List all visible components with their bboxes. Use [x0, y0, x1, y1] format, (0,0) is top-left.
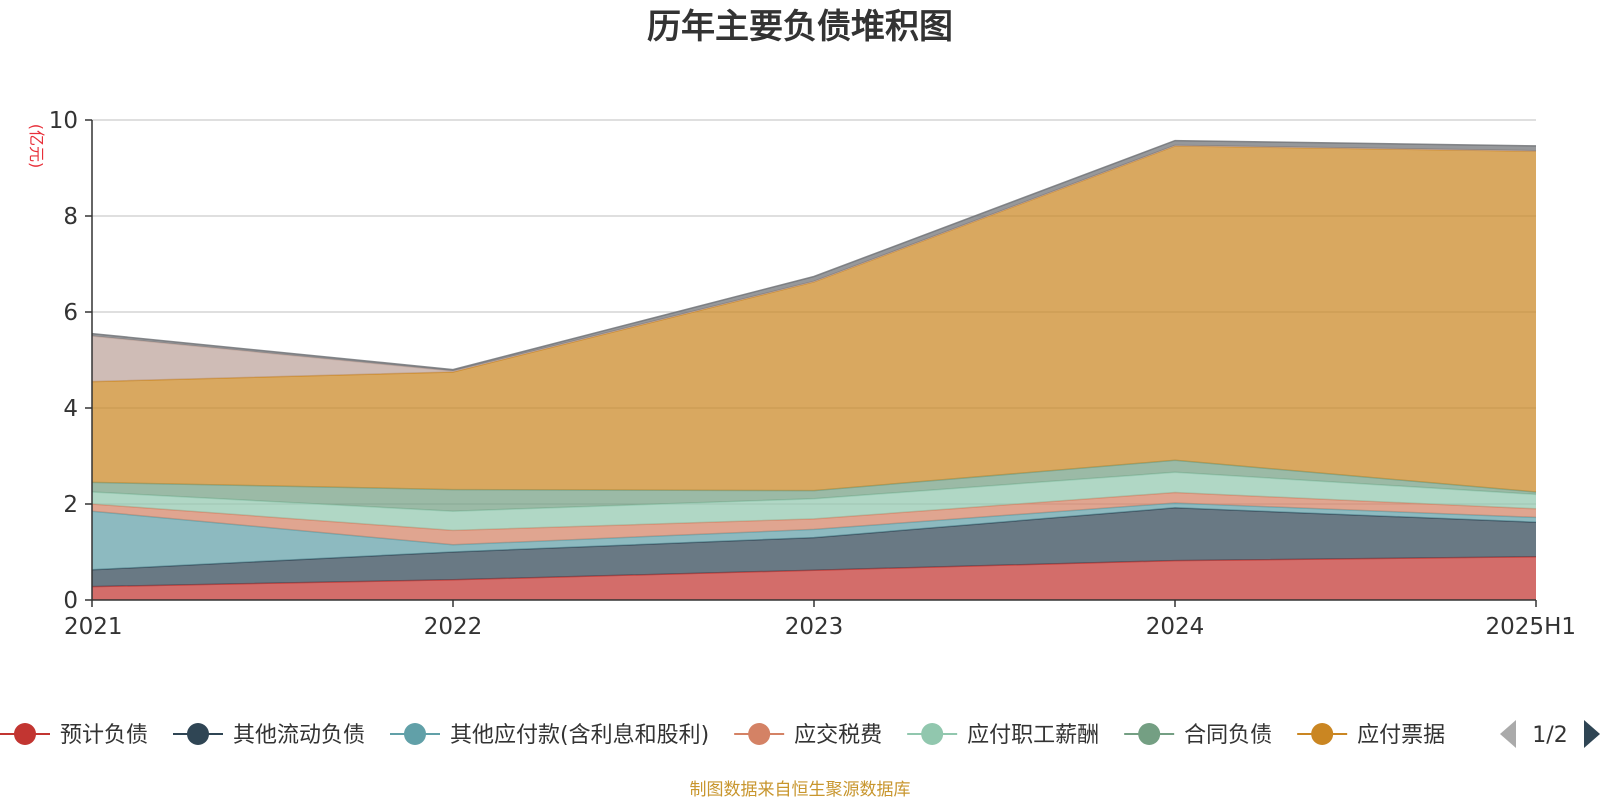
area-series-2: [92, 503, 1536, 570]
legend-label: 其他流动负债: [233, 723, 365, 748]
legend-pager: 1/2: [1500, 720, 1600, 748]
y-axis-unit: (亿元): [27, 124, 46, 169]
chart-title: 历年主要负债堆积图: [647, 7, 953, 47]
legend-marker-icon: [1311, 723, 1334, 745]
legend-marker-icon: [14, 723, 36, 745]
y-tick-label: 0: [63, 588, 78, 614]
legend-item[interactable]: 应交税费: [734, 723, 882, 748]
area-series-5: [92, 460, 1536, 512]
legend-marker-icon: [748, 723, 771, 745]
legend-item[interactable]: 其他流动负债: [173, 723, 365, 748]
area-series-0: [92, 556, 1536, 600]
legend-item[interactable]: 其他应付款(含利息和股利): [390, 723, 709, 748]
legend-prev-icon[interactable]: [1500, 720, 1516, 748]
area-series-7: [92, 145, 1536, 382]
x-tick-label: 2022: [424, 614, 483, 640]
legend-label: 应付职工薪酬: [967, 723, 1099, 748]
y-axis-ticks: 0 2 4 6 8 10: [49, 108, 92, 614]
legend-label: 预计负债: [60, 723, 148, 748]
legend-marker-icon: [404, 723, 427, 745]
x-tick-label: 2021: [64, 614, 123, 640]
legend-item[interactable]: 应付票据: [1297, 723, 1445, 748]
legend-next-icon[interactable]: [1584, 720, 1600, 748]
area-series-6: [92, 145, 1536, 492]
legend-item[interactable]: 预计负债: [0, 723, 148, 748]
y-tick-label: 6: [63, 300, 78, 326]
data-source-note: 制图数据来自恒生聚源数据库: [690, 780, 911, 800]
x-axis-ticks: 2021 2022 2023 2024 2025H1: [64, 600, 1576, 640]
legend-label: 应付票据: [1357, 723, 1445, 748]
legend-label: 应交税费: [794, 723, 882, 748]
x-tick-label: 2023: [785, 614, 844, 640]
legend-marker-icon: [1138, 723, 1161, 745]
area-series-4: [92, 472, 1536, 531]
area-series-3: [92, 492, 1536, 545]
area-series-line-8: [91, 139, 1537, 371]
legend-marker-icon: [921, 723, 944, 745]
stacked-areas: [91, 139, 1537, 600]
x-tick-label: 2025H1: [1486, 614, 1576, 640]
legend-marker-icon: [187, 723, 210, 745]
legend-item[interactable]: 合同负债: [1124, 723, 1272, 748]
legend-label: 其他应付款(含利息和股利): [450, 723, 709, 748]
legend-item[interactable]: 应付职工薪酬: [907, 723, 1099, 748]
y-tick-label: 2: [63, 492, 78, 518]
x-tick-label: 2024: [1146, 614, 1205, 640]
y-tick-label: 10: [49, 108, 78, 134]
legend: 预计负债 其他流动负债 其他应付款(含利息和股利) 应交税费 应付职工薪酬 合同负债 应付票…: [0, 723, 1445, 748]
y-tick-label: 8: [63, 204, 78, 230]
area-series-1: [92, 507, 1536, 587]
legend-page-indicator: 1/2: [1532, 723, 1567, 748]
y-tick-label: 4: [63, 396, 78, 422]
legend-label: 合同负债: [1184, 723, 1272, 748]
